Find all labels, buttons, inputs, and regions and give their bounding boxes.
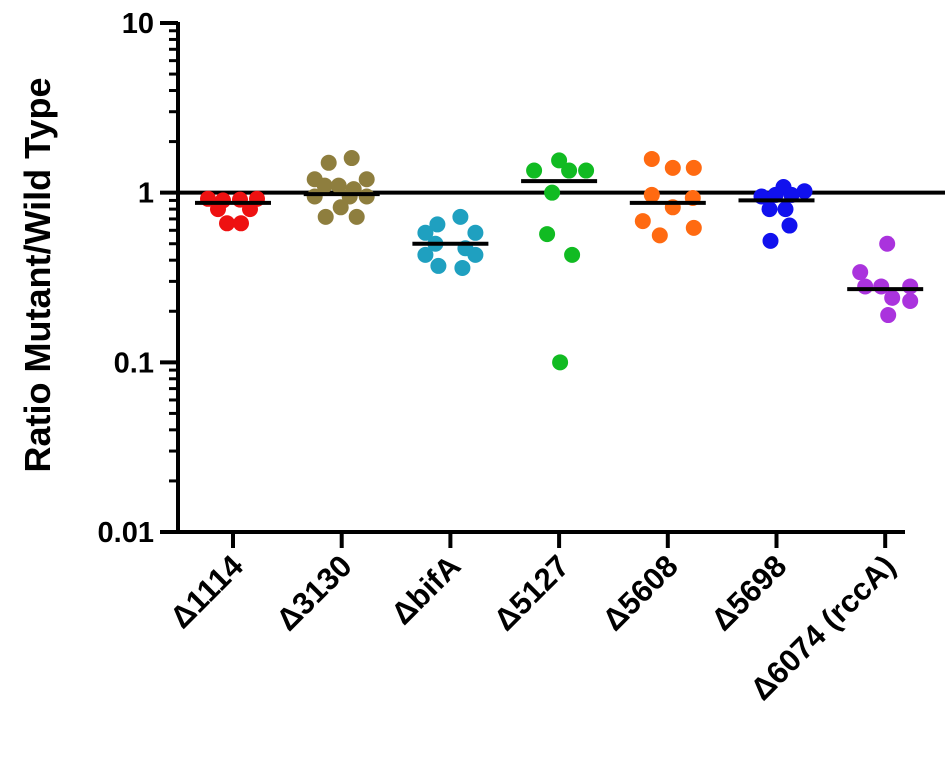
data-point	[417, 246, 434, 263]
data-point	[857, 278, 874, 295]
data-point	[233, 215, 249, 232]
data-point	[551, 152, 568, 169]
data-point	[578, 162, 595, 179]
data-point	[467, 224, 484, 241]
data-point	[358, 171, 375, 188]
data-point	[552, 354, 569, 371]
data-point	[544, 184, 561, 201]
data-point	[643, 186, 660, 203]
data-point	[561, 162, 578, 179]
x-tick-label: Δ5698	[704, 548, 793, 637]
data-point	[306, 188, 323, 205]
data-point	[429, 216, 446, 233]
data-point	[526, 162, 543, 179]
axes: 10 1 0.1 0.01 Δ1114 Δ3130 ΔbifA Δ5127 Δ5608 Δ5698…	[98, 8, 945, 707]
data-point	[219, 215, 235, 232]
data-point	[884, 289, 901, 306]
data-point	[343, 150, 360, 167]
data-point	[430, 257, 447, 274]
data-point	[417, 224, 434, 241]
data-point	[332, 199, 349, 216]
x-tick-label: ΔbifA	[384, 548, 467, 631]
data-point	[358, 188, 375, 205]
y-axis-title: Ratio Mutant/Wild Type	[17, 78, 58, 473]
data-point	[210, 201, 226, 218]
data-point	[242, 201, 258, 218]
data-point	[317, 208, 334, 225]
data-point	[664, 159, 681, 176]
data-point	[852, 264, 869, 281]
data-point	[348, 208, 365, 225]
data-point	[564, 246, 581, 263]
data-point	[452, 208, 469, 225]
y-tick-label: 10	[122, 8, 154, 40]
x-tick-label: Δ3130	[269, 548, 358, 637]
y-tick-label: 1	[138, 178, 154, 210]
data-point	[539, 226, 556, 243]
data-point	[777, 201, 794, 218]
data-point	[685, 219, 702, 236]
data-point	[762, 232, 779, 249]
data-point	[320, 154, 337, 171]
x-tick-label: Δ1114	[163, 548, 250, 635]
data-point	[316, 177, 333, 194]
data-point	[454, 259, 471, 276]
x-tick-label: Δ5127	[487, 548, 576, 637]
chart-marks	[195, 150, 924, 371]
data-point	[761, 201, 778, 218]
data-point	[880, 307, 897, 324]
data-point	[902, 278, 919, 295]
data-point	[796, 183, 813, 200]
data-point	[685, 159, 702, 176]
data-point	[651, 227, 668, 244]
data-point	[467, 246, 484, 263]
data-point	[879, 235, 896, 252]
y-tick-label: 0.01	[98, 517, 154, 549]
data-point	[643, 150, 660, 167]
x-tick-label: Δ5608	[595, 548, 684, 637]
data-point	[634, 213, 651, 230]
data-point	[330, 177, 347, 194]
data-point	[902, 292, 919, 309]
y-tick-label: 0.1	[114, 347, 154, 379]
data-point	[781, 217, 798, 234]
